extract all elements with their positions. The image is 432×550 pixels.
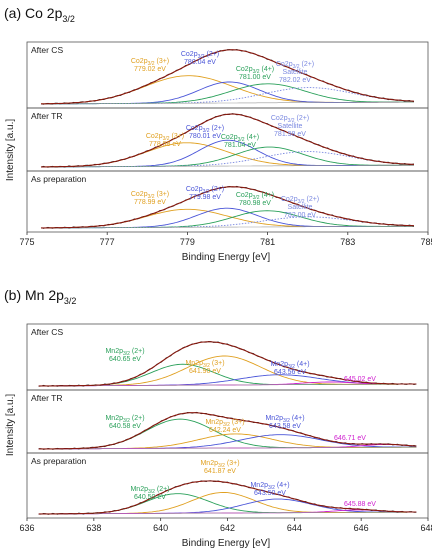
co-x-tick-label: 779 xyxy=(180,237,195,247)
mn-x-tick-label: 638 xyxy=(86,523,101,533)
co-peak-annotation: Co2p3/2 (4+) 781.00 eV xyxy=(236,66,274,81)
co-component-peak xyxy=(41,87,415,105)
co-y-axis-label: Intensity [a.u.] xyxy=(5,119,16,181)
mn-peak-annotation: 646.71 eV xyxy=(334,435,366,442)
co-peak-annotation: Co2p3/2 (2+) 780.04 eV xyxy=(181,51,219,66)
co-peak-annotation: Co2p3/2 (2+) Satellite 782.00 eV xyxy=(281,196,319,219)
co-peak-annotation: Co2p3/2 (3+) 778.98 eV xyxy=(146,133,184,148)
mn-panel-2: As preparation Mn2p3/2 (2+) 640.50 eV Mn2p3… xyxy=(26,452,429,519)
mn-panel-label: As preparation xyxy=(31,456,87,466)
co-panel-label: After TR xyxy=(31,111,63,121)
co-raw-spectrum xyxy=(40,49,415,105)
co-peak-annotation: Co2p3/2 (2+) Satellite 781.98 eV xyxy=(271,115,309,138)
mn-x-ticks: 636 638 640 642 644 646 648 xyxy=(19,518,432,533)
mn-x-tick-label: 642 xyxy=(220,523,235,533)
mn-peak-annotation: Mn2p3/2 (4+) 643.50 eV xyxy=(250,482,289,497)
mn-x-tick-label: 636 xyxy=(19,523,34,533)
co-component-peak xyxy=(41,151,415,168)
co-peak-annotation: Co2p3/2 (3+) 778.99 eV xyxy=(131,191,169,206)
mn-peak-annotation: 645.02 eV xyxy=(344,376,376,383)
mn-x-tick-label: 646 xyxy=(354,523,369,533)
mn-peak-annotation: Mn2p3/2 (4+) 643.56 eV xyxy=(270,361,309,376)
co-x-tick-label: 777 xyxy=(100,237,115,247)
mn-peak-annotation: Mn2p3/2 (3+) 641.90 eV xyxy=(185,360,224,375)
co-panels: After CS Co2p3/2 (3+) 779.02 eV Co2p3/2 (2+… xyxy=(26,41,429,233)
co-panel-frame xyxy=(26,170,429,233)
mn-baseline xyxy=(38,446,417,450)
co-panel-label: As preparation xyxy=(31,174,87,184)
mn-panel-label: After TR xyxy=(31,393,63,403)
co-baseline xyxy=(41,226,414,229)
co-peak-annotation: Co2p3/2 (2+) Satellite 782.02 eV xyxy=(276,61,314,84)
mn-x-tick-label: 644 xyxy=(287,523,302,533)
mn-peak-annotation: Mn2p3/2 (2+) 640.65 eV xyxy=(105,348,144,363)
mn-fit-envelope xyxy=(38,480,417,515)
co-x-tick-label: 783 xyxy=(340,237,355,247)
mn-peak-annotation: Mn2p3/2 (3+) 641.87 eV xyxy=(200,460,239,475)
mn-peak-annotation: 645.88 eV xyxy=(344,501,376,508)
co-component-peak xyxy=(41,216,415,229)
co-raw-spectrum xyxy=(40,185,415,229)
co-x-tick-label: 781 xyxy=(260,237,275,247)
mn-chart-title: (b) Mn 2p3/2 xyxy=(4,287,76,306)
mn-x-tick-label: 640 xyxy=(153,523,168,533)
co-peak-annotation: Co2p3/2 (2+) 780.01 eV xyxy=(186,125,224,140)
co-baseline xyxy=(41,101,414,105)
co-fit-envelope xyxy=(41,186,415,229)
co-fit-envelope xyxy=(41,113,415,168)
mn-peak-annotation: Mn2p3/2 (3+) 642.24 eV xyxy=(205,419,244,434)
mn-panels: After CS Mn2p3/2 (2+) 640.65 eV Mn2p3/2 (3+… xyxy=(26,323,429,519)
co-chart-title: (a) Co 2p3/2 xyxy=(4,5,75,24)
co-peak-annotation: Co2p3/2 (4+) 780.98 eV xyxy=(236,192,274,207)
co-component-peak xyxy=(41,146,414,168)
mn-baseline xyxy=(38,383,417,387)
co-x-tick-label: 775 xyxy=(19,237,34,247)
mn-panel-0: After CS Mn2p3/2 (2+) 640.65 eV Mn2p3/2 (3+… xyxy=(26,323,429,391)
co-x-ticks: 775 777 779 781 783 785 xyxy=(19,232,432,247)
co-panel-0: After CS Co2p3/2 (3+) 779.02 eV Co2p3/2 (2+… xyxy=(26,41,429,109)
co-baseline xyxy=(41,164,414,168)
co-peak-annotation: Co2p3/2 (3+) 779.02 eV xyxy=(131,58,169,73)
co-panel-label: After CS xyxy=(31,45,63,55)
co-fit-envelope xyxy=(41,49,415,105)
co-2p-chart: (a) Co 2p3/2 Intensity [a.u.] Binding En… xyxy=(4,5,432,263)
co-peak-annotation: Co2p3/2 (2+) 779.98 eV xyxy=(186,186,224,201)
mn-2p-chart: (b) Mn 2p3/2 Intensity [a.u.] Binding En… xyxy=(4,287,432,549)
mn-baseline xyxy=(38,511,417,515)
co-peak-annotation: Co2p3/2 (4+) 781.04 eV xyxy=(221,134,259,149)
co-x-tick-label: 785 xyxy=(420,237,432,247)
mn-peak-annotation: Mn2p3/2 (4+) 643.58 eV xyxy=(265,415,304,430)
co-x-axis-label: Binding Energy [eV] xyxy=(182,252,271,263)
mn-peak-annotation: Mn2p3/2 (2+) 640.58 eV xyxy=(105,415,144,430)
mn-x-axis-label: Binding Energy [eV] xyxy=(182,538,271,549)
mn-y-axis-label: Intensity [a.u.] xyxy=(5,394,16,456)
mn-fit-envelope xyxy=(38,341,417,387)
mn-fit-envelope xyxy=(38,412,417,450)
mn-panel-1: After TR Mn2p3/2 (2+) 640.58 eV Mn2p3/2 (3+… xyxy=(26,389,429,454)
mn-panel-label: After CS xyxy=(31,327,63,337)
co-panel-frame xyxy=(26,41,429,109)
mn-x-tick-label: 648 xyxy=(420,523,432,533)
mn-peak-annotation: Mn2p3/2 (2+) 640.50 eV xyxy=(130,486,169,501)
co-panel-2: As preparation Co2p3/2 (3+) 778.99 eV Co2p3… xyxy=(26,170,429,233)
co-component-peak xyxy=(41,75,414,105)
